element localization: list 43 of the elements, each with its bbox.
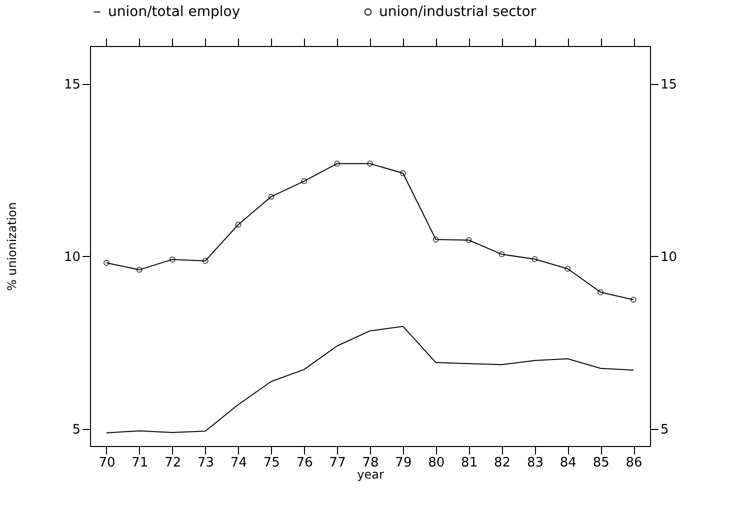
x-tick-label: 82: [494, 456, 511, 470]
point: [498, 251, 505, 258]
point: [268, 194, 274, 200]
x-tick-label: 83: [526, 456, 544, 470]
point: [235, 222, 242, 228]
point: [466, 237, 472, 244]
y2-tick-label: 5: [660, 422, 669, 438]
point: [169, 256, 176, 262]
legend-label: union/total employ: [108, 4, 240, 20]
point: [202, 258, 208, 264]
x-tick-label: 70: [98, 456, 116, 470]
x-tick-label: 72: [164, 456, 182, 470]
point: [598, 289, 604, 296]
x-tick-label: 75: [263, 456, 280, 470]
y-axis-title: % unionization: [4, 202, 19, 291]
point: [367, 160, 373, 167]
y-tick-label: 15: [64, 77, 80, 92]
point: [532, 256, 538, 262]
x-tick-label: 79: [395, 456, 412, 470]
x-tick-label: 86: [626, 456, 642, 470]
line-series: [106, 326, 634, 434]
x-tick-label: 80: [428, 456, 445, 470]
x-tick-label: 85: [592, 456, 610, 470]
x-tick-label: 73: [198, 456, 214, 470]
x-tick-label: 74: [230, 456, 248, 470]
point: [334, 160, 340, 167]
y2-tick-label: 10: [660, 250, 678, 265]
legend-label: union/industrial sector: [379, 4, 536, 20]
x-tick-label: 71: [132, 456, 148, 470]
x-tick-label: 78: [362, 456, 379, 470]
y-tick-label: 10: [64, 250, 80, 265]
point: [400, 170, 406, 176]
point: [564, 266, 571, 272]
y-tick-label: 5: [72, 422, 80, 438]
x-axis-title: year: [357, 468, 384, 482]
point: [136, 266, 142, 273]
x-tick-label: 84: [560, 456, 576, 470]
y2-tick-label: 15: [660, 77, 678, 92]
x-tick-label: 77: [329, 456, 346, 470]
point: [432, 236, 439, 242]
point: [301, 178, 308, 184]
x-tick-label: 76: [296, 456, 313, 470]
x-tick-label: 81: [461, 456, 478, 470]
